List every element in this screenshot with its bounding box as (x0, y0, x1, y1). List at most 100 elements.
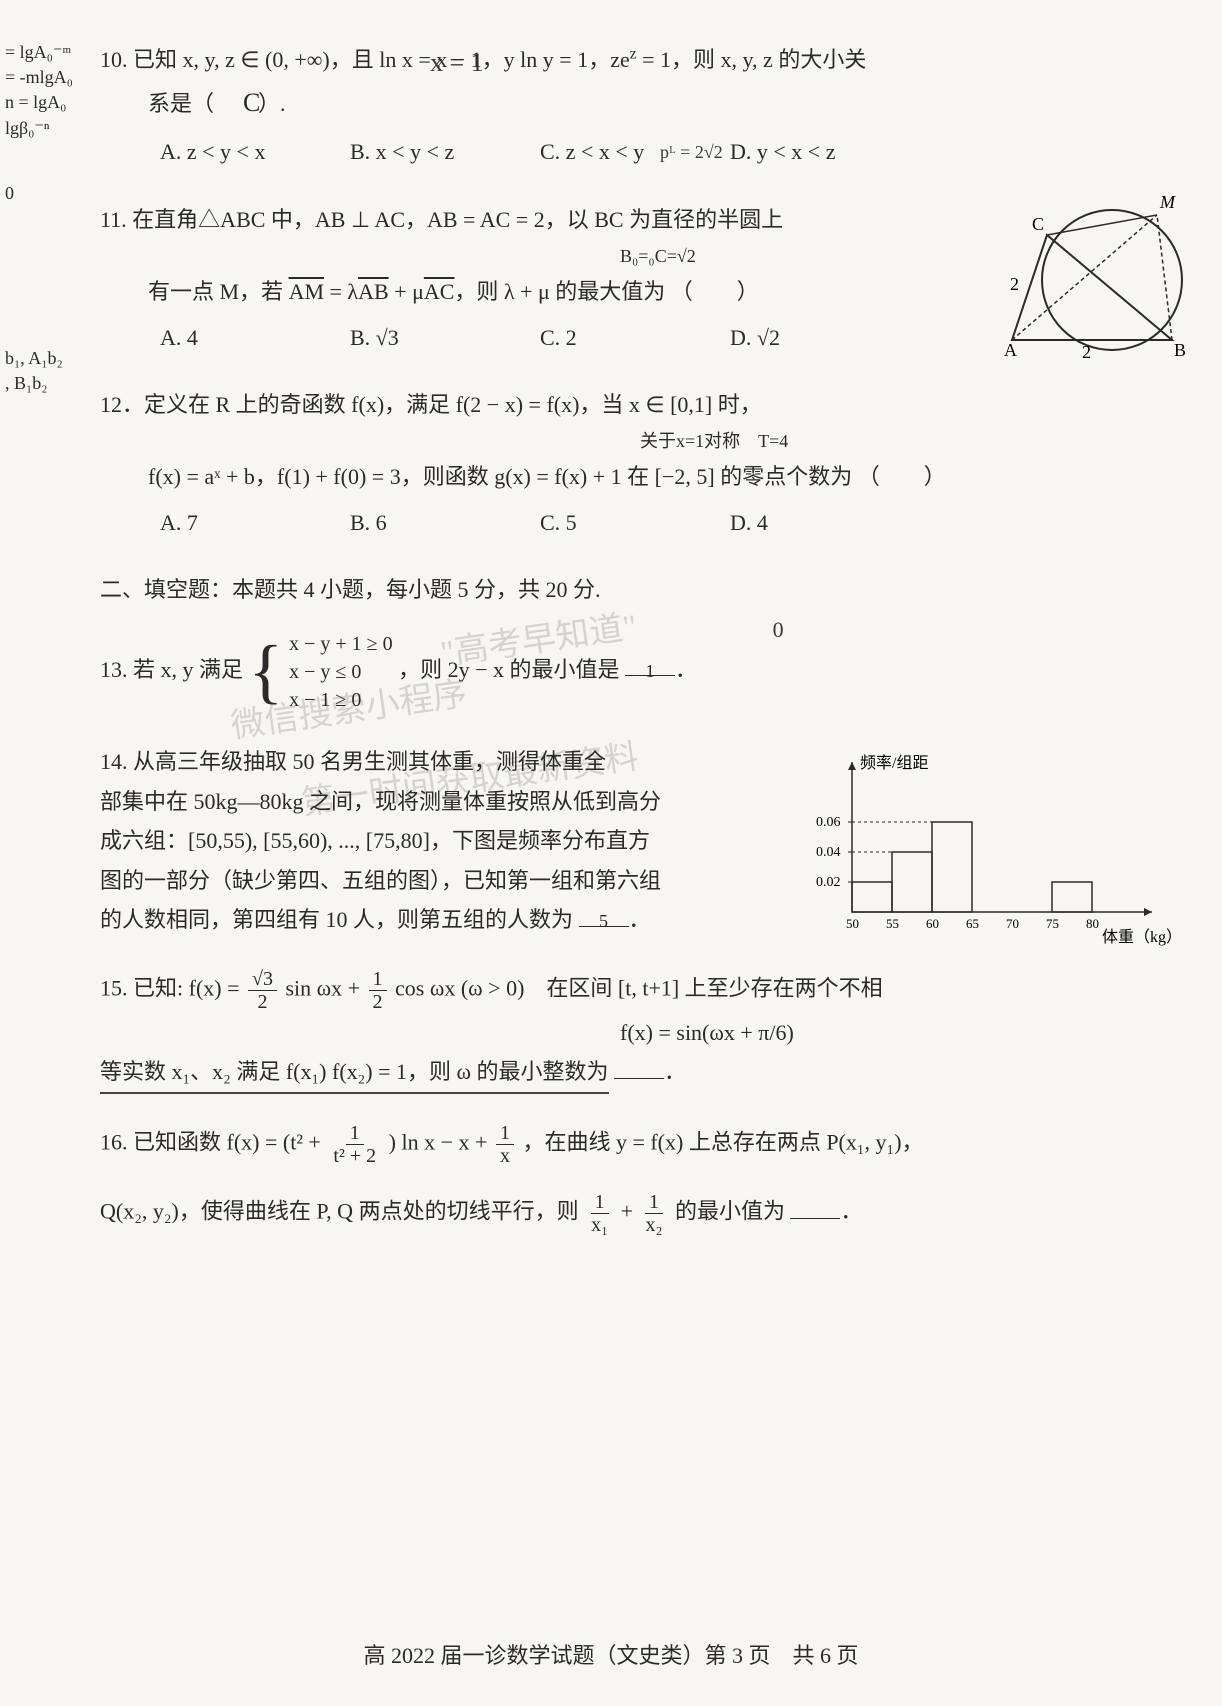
question-15: 15. 已知: f(x) = √32 sin ωx + 12 cos ωx (ω… (100, 968, 1162, 1094)
brace-icon: { (249, 643, 284, 701)
q11-mid: = λ (324, 279, 358, 304)
q14-l1: 14. 从高三年级抽取 50 名男生测其体重，测得体重全 (100, 742, 720, 782)
q16-f3bd: x₂ (641, 1214, 666, 1236)
q14-l5: 的人数相同，第四组有 10 人，则第五组的人数为 (100, 907, 573, 932)
q10-sup: z (630, 46, 637, 63)
q13-lead: 13. 若 x, y 满足 (100, 657, 249, 682)
q11-stem-a: 11. 在直角△ABC 中，AB ⊥ AC，AB = AC = 2，以 BC 为… (100, 207, 783, 232)
q16-lead: 16. 已知函数 f(x) = (t² + (100, 1130, 326, 1155)
q11-vec-ab: AB (358, 279, 389, 304)
hist-ylabel: 频率/组距 (860, 754, 928, 772)
q14-l2: 部集中在 50kg—80kg 之间，现将测量体重按照从低到高分 (100, 782, 720, 822)
q10-opt-c: C. z < x < y (540, 132, 680, 172)
q16-f1n: 1 (346, 1122, 364, 1145)
q15-f1n: √3 (248, 968, 277, 991)
fig-label-b: B (1174, 340, 1186, 360)
q10-options: A. z < y < x B. x < y < z C. z < x < y D… (100, 132, 1162, 172)
q15-lead: 15. 已知: f(x) = (100, 975, 245, 1000)
section-2-title: 二、填空题：本题共 4 小题，每小题 5 分，共 20 分. (100, 570, 1162, 610)
q16-plus: + (621, 1199, 639, 1224)
q11-stem-c: ，则 λ + μ 的最大值为 （ ） (454, 279, 758, 304)
q12-stem-a: 12．定义在 R 上的奇函数 f(x)，满足 f(2 − x) = f(x)，当… (100, 392, 762, 417)
q11-vec-ac: AC (424, 279, 455, 304)
q14-histogram: 频率/组距 体重（kg） 0.02 0.04 0.06 50 55 60 65 … (812, 752, 1172, 952)
q11-opt-b: B. √3 (350, 318, 490, 358)
q13-hw-ans: 1 (646, 661, 655, 681)
q11-options: A. 4 B. √3 C. 2 D. √2 (100, 318, 962, 358)
q11-hw1: B₀=₀C=√2 (100, 240, 962, 272)
question-10: 10. 已知 x, y, z ∈ (0, +∞)，且 ln x = x − 1，… (100, 40, 1162, 172)
question-11: 11. 在直角△ABC 中，AB ⊥ AC，AB = AC = 2，以 BC 为… (100, 200, 1162, 357)
q16-line2a: Q(x₂, y₂)，使得曲线在 P, Q 两点处的切线平行，则 (100, 1199, 584, 1224)
q16-f1d: t² + 2 (329, 1145, 380, 1167)
hist-xt: 50 (846, 916, 859, 931)
q15-f1d: 2 (253, 991, 271, 1013)
fig-label-c: C (1032, 214, 1044, 234)
q11-stem-b: 有一点 M，若 (148, 279, 289, 304)
q16-f2d: x (496, 1145, 514, 1167)
hist-xt: 65 (966, 916, 979, 931)
q11-vec-am: AM (289, 279, 324, 304)
q16-tail: ． (840, 1199, 862, 1224)
q12-opt-b: B. 6 (350, 503, 490, 543)
q12-opt-c: C. 5 (540, 503, 680, 543)
q13-sys1: x − y + 1 ≥ 0 (289, 630, 393, 658)
q12-options: A. 7 B. 6 C. 5 D. 4 (100, 503, 1162, 543)
hw-line: n = lgA₀ (5, 90, 95, 115)
q10-opt-a: A. z < y < x (160, 132, 300, 172)
hist-xt: 55 (886, 916, 899, 931)
hist-yt3: 0.06 (816, 815, 841, 830)
q10-stem-c: 系是（ ）. (148, 91, 286, 116)
q16-mid1: ) ln x − x + (389, 1130, 493, 1155)
fig-hw-2b: 2 (1082, 342, 1091, 360)
hist-xlabel: 体重（kg） (1102, 928, 1172, 946)
q10-hw-below: pᴸ = 2√2 (660, 136, 723, 168)
q15-line2: 等实数 x₁、x₂ 满足 f(x₁) f(x₂) = 1，则 ω 的最小整数为 (100, 1052, 609, 1094)
q11-figure: A B C M 2 2 (982, 180, 1202, 360)
q10-stem-a: 10. 已知 x, y, z ∈ (0, +∞)，且 ln x = x − 1，… (100, 47, 630, 72)
q13-sys2: x − y ≤ 0 (289, 658, 393, 686)
q12-opt-a: A. 7 (160, 503, 300, 543)
q16-f3ad: x₁ (587, 1214, 612, 1236)
hw-line: lgβ₀⁻ⁿ (5, 116, 95, 141)
q14-hw-ans: 5 (599, 911, 608, 931)
q15-mid2: cos ωx (ω > 0) 在区间 [t, t+1] 上至少存在两个不相 (395, 975, 883, 1000)
question-13: 13. 若 x, y 满足 { x − y + 1 ≥ 0 x − y ≤ 0 … (100, 630, 1162, 714)
q15-tail: ． (664, 1059, 686, 1084)
hw-line: 0 (5, 181, 95, 206)
hw-line: , B₁b₂ (5, 371, 95, 396)
q16-mid2: ，在曲线 y = f(x) 上总存在两点 P(x₁, y₁)， (522, 1130, 923, 1155)
q11-mid2: + μ (389, 279, 424, 304)
hist-yt2: 0.04 (816, 845, 841, 860)
q10-opt-d: D. y < x < z (730, 132, 870, 172)
q16-f2n: 1 (496, 1122, 514, 1145)
q13-system: { x − y + 1 ≥ 0 x − y ≤ 0 x − 1 ≥ 0 (249, 630, 393, 714)
q13-hw-scratch: 0 (773, 617, 784, 642)
q11-opt-c: C. 2 (540, 318, 680, 358)
fig-label-m: M (1159, 192, 1176, 212)
q13-sys3: x − 1 ≥ 0 (289, 686, 393, 714)
q14-tail: ． (629, 907, 651, 932)
hist-xt: 60 (926, 916, 939, 931)
hist-xt: 70 (1006, 916, 1019, 931)
q12-opt-d: D. 4 (730, 503, 870, 543)
question-16: 16. 已知函数 f(x) = (t² + 1t² + 2 ) ln x − x… (100, 1122, 1162, 1236)
q15-hw: f(x) = sin(ωx + π/6) (100, 1013, 1162, 1053)
q16-f3bn: 1 (645, 1191, 663, 1214)
q16-f3an: 1 (591, 1191, 609, 1214)
q15-f2d: 2 (369, 991, 387, 1013)
fig-label-a: A (1004, 340, 1017, 360)
question-12: 12．定义在 R 上的奇函数 f(x)，满足 f(2 − x) = f(x)，当… (100, 385, 1162, 542)
q14-l3: 成六组：[50,55), [55,60), ..., [75,80]，下图是频率… (100, 821, 720, 861)
q11-opt-d: D. √2 (730, 318, 870, 358)
q13-tail: ，则 2y − x 的最小值是 (398, 657, 619, 682)
q10-hw-circle: C (243, 88, 260, 117)
q10-opt-b: B. x < y < z (350, 132, 490, 172)
q12-hw: 关于x=1对称 T=4 (100, 425, 1162, 457)
hist-xt: 80 (1086, 916, 1099, 931)
q12-stem-b: f(x) = aˣ + b，f(1) + f(0) = 3，则函数 g(x) =… (148, 464, 946, 489)
q14-l4: 图的一部分（缺少第四、五组的图），已知第一组和第六组 (100, 861, 720, 901)
hw-line: = -mlgA₀ (5, 65, 95, 90)
fig-hw-2a: 2 (1010, 274, 1019, 294)
q15-mid1: sin ωx + (285, 975, 365, 1000)
